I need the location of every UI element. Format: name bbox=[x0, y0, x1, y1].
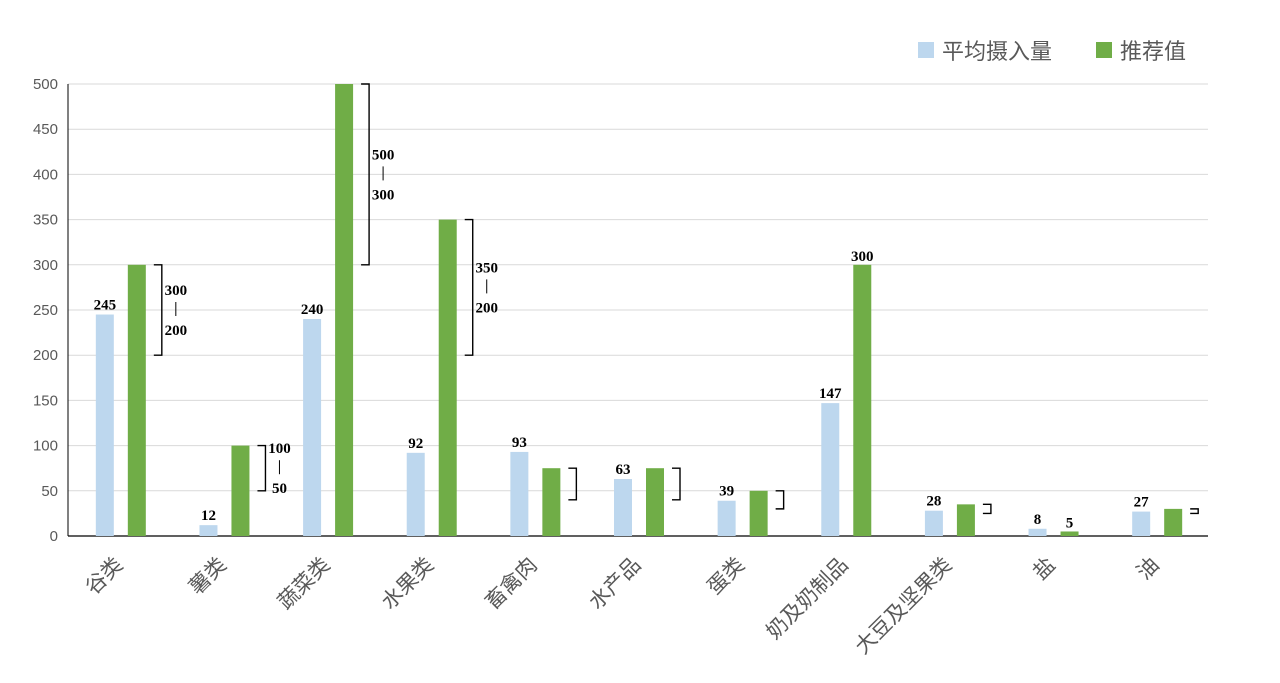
bar-average-intake-8 bbox=[924, 510, 943, 536]
y-tick-label-0: 0 bbox=[50, 528, 58, 545]
range-bracket-4 bbox=[568, 467, 578, 501]
y-tick-label-300: 300 bbox=[33, 257, 58, 274]
data-label-recommended-9: 5 bbox=[1066, 515, 1074, 531]
legend-item-recommended: 推荐值 bbox=[1096, 34, 1186, 66]
x-category-label-10: 油 bbox=[1132, 553, 1164, 585]
range-bracket-5 bbox=[672, 467, 681, 501]
bar-recommended-2 bbox=[335, 84, 354, 536]
data-label-average-intake-0: 245 bbox=[94, 298, 117, 314]
bar-average-intake-5 bbox=[614, 479, 632, 536]
bar-average-intake-2 bbox=[303, 319, 322, 536]
bar-average-intake-1 bbox=[199, 525, 218, 536]
data-label-recommended-7: 300 bbox=[851, 249, 874, 265]
range-bracket-1 bbox=[257, 444, 267, 492]
bar-average-intake-9 bbox=[1028, 528, 1047, 536]
bar-recommended-9 bbox=[1060, 531, 1079, 536]
range-low-label-1: 50 bbox=[272, 481, 287, 497]
y-tick-label-450: 450 bbox=[33, 121, 58, 138]
range-bracket-8 bbox=[982, 503, 992, 515]
bar-recommended-7 bbox=[853, 264, 872, 536]
bar-average-intake-0 bbox=[95, 314, 114, 536]
range-high-label-0: 300 bbox=[165, 283, 188, 299]
data-label-average-intake-4: 93 bbox=[512, 435, 527, 451]
x-category-label-7: 奶及奶制品 bbox=[762, 553, 853, 644]
bar-average-intake-4 bbox=[510, 451, 529, 536]
y-tick-label-500: 500 bbox=[33, 76, 58, 93]
data-label-average-intake-2: 240 bbox=[301, 302, 324, 318]
legend-swatch-recommended bbox=[1096, 42, 1113, 58]
y-tick-label-50: 50 bbox=[41, 483, 58, 500]
data-label-average-intake-6: 39 bbox=[719, 484, 734, 500]
y-tick-label-350: 350 bbox=[33, 212, 58, 229]
range-bracket-6 bbox=[775, 490, 785, 510]
data-label-average-intake-8: 28 bbox=[926, 494, 941, 510]
y-tick-label-400: 400 bbox=[33, 166, 58, 183]
range-low-label-2: 300 bbox=[372, 187, 395, 203]
range-bracket-10 bbox=[1190, 508, 1199, 515]
chart-legend: 平均摄入量 推荐值 bbox=[918, 34, 1186, 66]
range-bracket-0 bbox=[153, 264, 163, 356]
range-bracket-3 bbox=[464, 218, 474, 356]
bar-average-intake-6 bbox=[717, 500, 736, 536]
bar-average-intake-10 bbox=[1132, 511, 1151, 536]
bar-recommended-6 bbox=[749, 490, 768, 536]
range-high-label-3: 350 bbox=[475, 260, 498, 276]
y-tick-label-150: 150 bbox=[33, 392, 58, 409]
x-category-label-6: 蛋类 bbox=[703, 553, 750, 600]
bar-average-intake-7 bbox=[821, 403, 840, 536]
legend-label-recommended: 推荐值 bbox=[1120, 40, 1187, 65]
data-label-average-intake-5: 63 bbox=[616, 462, 631, 478]
bar-average-intake-3 bbox=[406, 452, 425, 536]
y-tick-label-100: 100 bbox=[33, 438, 58, 455]
bar-recommended-1 bbox=[231, 445, 250, 536]
data-label-average-intake-9: 8 bbox=[1034, 512, 1042, 528]
x-category-label-3: 水果类 bbox=[377, 553, 439, 615]
x-category-label-0: 谷类 bbox=[81, 553, 128, 600]
bar-recommended-3 bbox=[438, 219, 457, 536]
x-category-label-4: 畜禽肉 bbox=[480, 553, 542, 615]
range-high-label-2: 500 bbox=[372, 147, 395, 163]
range-low-label-3: 200 bbox=[475, 300, 498, 316]
data-label-average-intake-1: 12 bbox=[201, 508, 216, 524]
x-category-label-1: 薯类 bbox=[184, 553, 231, 600]
bar-recommended-0 bbox=[127, 264, 146, 536]
x-category-label-5: 水产品 bbox=[584, 553, 646, 615]
legend-swatch-average-intake bbox=[918, 42, 934, 58]
bar-recommended-4 bbox=[542, 468, 561, 536]
bar-recommended-8 bbox=[956, 504, 975, 536]
data-label-average-intake-10: 27 bbox=[1134, 495, 1150, 511]
data-label-average-intake-7: 147 bbox=[819, 386, 842, 402]
bar-recommended-10 bbox=[1164, 508, 1183, 536]
x-category-label-2: 蔬菜类 bbox=[273, 553, 335, 615]
bar-recommended-5 bbox=[646, 468, 664, 536]
y-tick-label-250: 250 bbox=[33, 302, 58, 319]
legend-label-average-intake: 平均摄入量 bbox=[942, 40, 1053, 65]
range-high-label-1: 100 bbox=[268, 441, 291, 457]
data-label-average-intake-3: 92 bbox=[408, 436, 423, 452]
x-category-label-8: 大豆及坚果类 bbox=[850, 553, 956, 659]
legend-item-average-intake: 平均摄入量 bbox=[918, 34, 1052, 66]
x-category-label-9: 盐 bbox=[1028, 553, 1060, 585]
range-bracket-2 bbox=[361, 83, 370, 266]
range-low-label-0: 200 bbox=[165, 323, 188, 339]
y-tick-label-200: 200 bbox=[33, 347, 58, 364]
